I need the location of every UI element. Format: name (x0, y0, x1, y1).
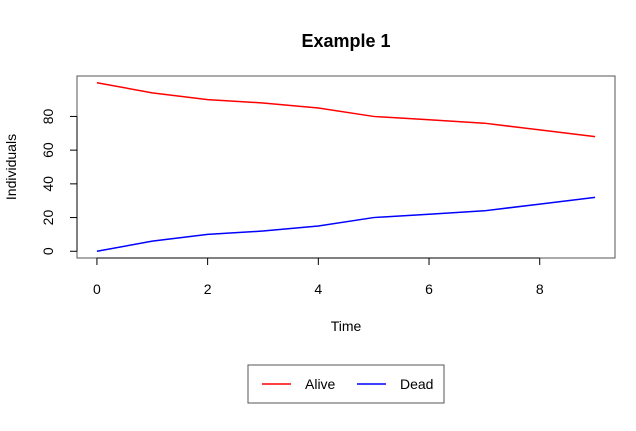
x-axis-label: Time (331, 318, 362, 334)
x-tick-label: 8 (536, 281, 544, 297)
y-axis: 0 20 40 60 80 (40, 108, 78, 255)
legend-items: Alive Dead (262, 376, 433, 392)
legend: Alive Dead (247, 364, 445, 404)
series-line-dead (96, 196, 596, 252)
series-lines (96, 82, 596, 252)
chart-title: Example 1 (301, 31, 390, 51)
y-tick-label: 80 (40, 108, 56, 124)
x-tick-label: 2 (204, 281, 212, 297)
x-tick-label: 6 (425, 281, 433, 297)
legend-label-dead: Dead (400, 376, 433, 392)
y-tick-label: 40 (40, 176, 56, 192)
series-line-alive (96, 82, 596, 138)
y-tick-label: 0 (40, 247, 56, 255)
x-tick-label: 0 (93, 281, 101, 297)
y-tick-label: 20 (40, 210, 56, 226)
y-tick-label: 60 (40, 142, 56, 158)
legend-label-alive: Alive (305, 376, 336, 392)
y-axis-label: Individuals (3, 134, 19, 200)
x-tick-label: 4 (314, 281, 322, 297)
plot-frame (76, 75, 616, 259)
x-axis: 0 2 4 6 8 (93, 257, 544, 297)
